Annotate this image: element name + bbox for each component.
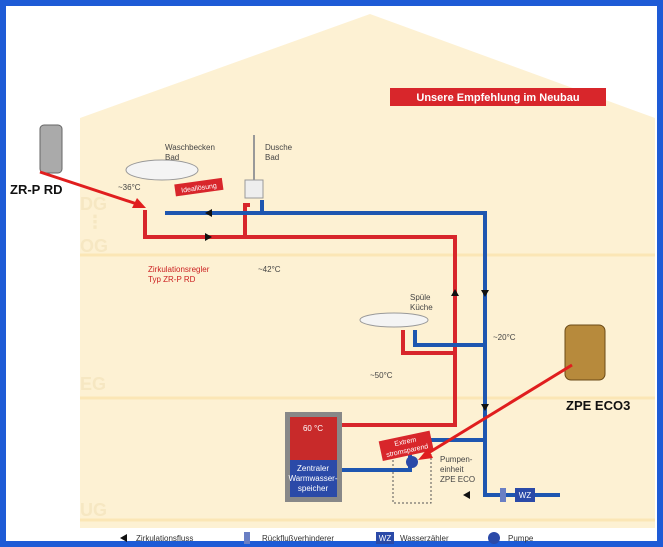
label: ~36°C <box>118 183 141 192</box>
legend-icon-text: WZ <box>379 534 392 543</box>
label: einheit <box>440 465 464 474</box>
tank-label: Warmwasser- <box>288 474 337 483</box>
legend-label: Wasserzähler <box>400 534 449 543</box>
legend-icon <box>488 532 500 544</box>
tank-temp: 60 °C <box>303 424 323 433</box>
label: Pumpen- <box>440 455 473 464</box>
label: ~20°C <box>493 333 516 342</box>
product-zrp <box>40 125 62 173</box>
pump <box>406 456 418 468</box>
label: Waschbecken <box>165 143 215 152</box>
label: Zirkulationsregler <box>148 265 210 274</box>
legend-label: Rückflußverhinderer <box>262 534 334 543</box>
label: Spüle <box>410 293 431 302</box>
floor-label: UG <box>80 500 107 520</box>
check-valve <box>500 488 506 502</box>
label: ZPE ECO <box>440 475 475 484</box>
product-label: ZR-P RD <box>10 182 62 197</box>
shower-mixer <box>245 180 263 198</box>
label: ~50°C <box>370 371 393 380</box>
floor-dots: ⋮ <box>86 212 104 232</box>
product-zpe <box>565 325 605 380</box>
product-label: ZPE ECO3 <box>566 398 630 413</box>
tank-label: speicher <box>298 484 329 493</box>
legend-icon <box>244 532 250 544</box>
label: Bad <box>165 153 179 162</box>
floor-label: EG <box>80 374 106 394</box>
label: Bad <box>265 153 279 162</box>
floor-label: DG <box>80 194 107 214</box>
sink-kitchen <box>360 313 428 327</box>
water-meter-label: WZ <box>519 491 532 500</box>
label: Küche <box>410 303 433 312</box>
legend-label: Pumpe <box>508 534 534 543</box>
floor-label: OG <box>80 236 108 256</box>
sink-bath <box>126 160 198 180</box>
legend-label: Zirkulationsfluss <box>136 534 193 543</box>
banner-text: Unsere Empfehlung im Neubau <box>416 92 579 104</box>
label: Typ ZR-P RD <box>148 275 196 284</box>
page: DG ⋮ OG EG UG Unsere Empfehlung im Neuba… <box>0 0 663 547</box>
label: Dusche <box>265 143 293 152</box>
label: ~42°C <box>258 265 281 274</box>
tank-label: Zentraler <box>297 464 329 473</box>
